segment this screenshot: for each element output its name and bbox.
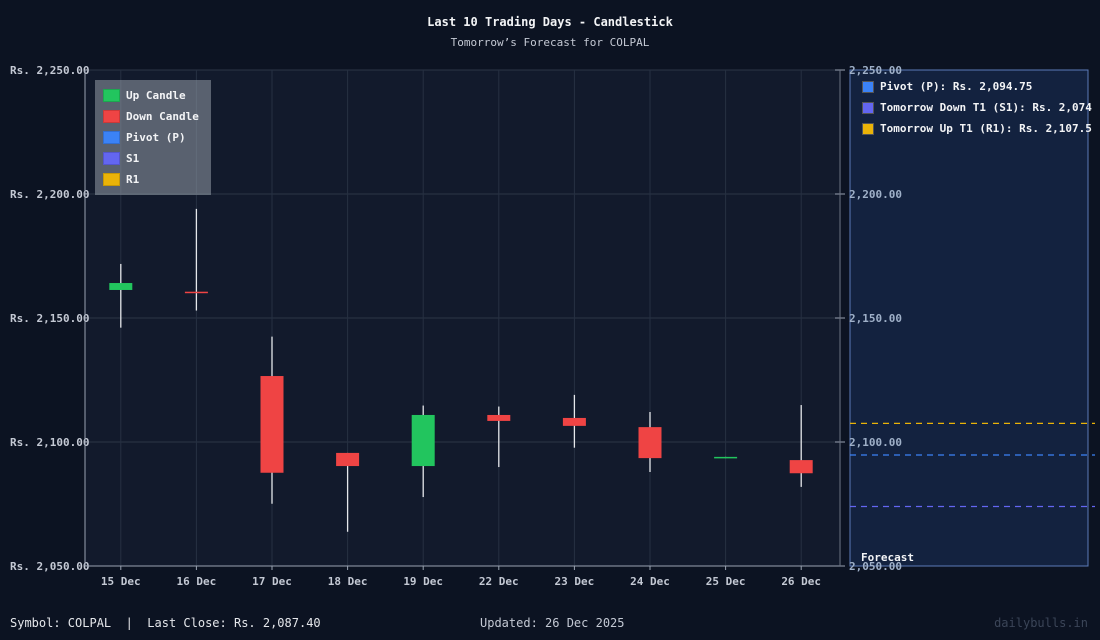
chart-legend: Up Candle Down Candle Pivot (P) S1 R1 [95, 80, 211, 195]
legend-label: Up Candle [126, 88, 186, 102]
legend-label: R1 [126, 172, 140, 186]
legend-label: Down Candle [126, 109, 199, 123]
r1-swatch-icon [862, 122, 874, 135]
x-tick-label: 15 Dec [101, 575, 141, 588]
up-candle-body [411, 414, 435, 467]
x-tick-label: 16 Dec [177, 575, 217, 588]
chart-subtitle: Tomorrow’s Forecast for COLPAL [450, 36, 650, 49]
x-tick-label: 25 Dec [706, 575, 746, 588]
x-tick-label: 24 Dec [630, 575, 670, 588]
x-tick-label: 23 Dec [555, 575, 595, 588]
down-candle-body [487, 414, 511, 421]
y-tick-label-left: Rs. 2,100.00 [10, 436, 89, 449]
forecast-legend: Pivot (P): Rs. 2,094.75 Tomorrow Down T1… [862, 80, 1100, 150]
down-candle-body [789, 460, 813, 474]
legend-item-up: Up Candle [103, 88, 186, 102]
footer-updated: Updated: 26 Dec 2025 [480, 616, 625, 630]
forecast-pivot-label: Pivot (P): Rs. 2,094.75 [880, 80, 1033, 93]
up-candle-body [714, 456, 738, 459]
legend-label: Pivot (P) [126, 130, 186, 144]
x-tick-label: 19 Dec [403, 575, 443, 588]
forecast-panel-label: Forecast [861, 551, 914, 564]
r1-swatch-icon [103, 172, 120, 186]
pivot-swatch-icon [862, 80, 874, 93]
x-tick-label: 18 Dec [328, 575, 368, 588]
y-tick-label-right: 2,100.00 [849, 436, 902, 449]
up-candle-swatch-icon [103, 88, 120, 102]
down-candle-body [336, 452, 360, 467]
footer-watermark: dailybulls.in [994, 616, 1088, 630]
legend-item-r1: R1 [103, 172, 139, 186]
forecast-s1-label: Tomorrow Down T1 (S1): Rs. 2,074 [880, 101, 1092, 114]
y-tick-label-right: 2,150.00 [849, 312, 902, 325]
s1-swatch-icon [103, 151, 120, 165]
forecast-pivot-item: Pivot (P): Rs. 2,094.75 [862, 80, 1032, 93]
s1-swatch-icon [862, 101, 874, 114]
chart-title: Last 10 Trading Days - Candlestick [427, 15, 673, 29]
pivot-swatch-icon [103, 130, 120, 144]
down-candle-body [562, 417, 586, 426]
y-tick-label-left: Rs. 2,250.00 [10, 64, 89, 77]
down-candle-body [638, 427, 662, 459]
x-tick-label: 26 Dec [781, 575, 821, 588]
legend-item-down: Down Candle [103, 109, 199, 123]
x-tick-label: 22 Dec [479, 575, 519, 588]
up-candle-body [109, 283, 133, 290]
down-candle-body [184, 291, 208, 294]
y-tick-label-left: Rs. 2,200.00 [10, 188, 89, 201]
y-tick-label-right: 2,200.00 [849, 188, 902, 201]
legend-item-pivot: Pivot (P) [103, 130, 186, 144]
footer-symbol-close: Symbol: COLPAL | Last Close: Rs. 2,087.4… [10, 616, 321, 630]
y-tick-label-right: 2,050.00 [849, 560, 902, 573]
legend-label: S1 [126, 151, 140, 165]
y-tick-label-left: Rs. 2,150.00 [10, 312, 89, 325]
y-tick-label-right: 2,250.00 [849, 64, 902, 77]
forecast-r1-label: Tomorrow Up T1 (R1): Rs. 2,107.5 [880, 122, 1092, 135]
y-tick-label-left: Rs. 2,050.00 [10, 560, 89, 573]
legend-item-s1: S1 [103, 151, 139, 165]
x-tick-label: 17 Dec [252, 575, 292, 588]
down-candle-body [260, 376, 284, 473]
forecast-r1-item: Tomorrow Up T1 (R1): Rs. 2,107.5 [862, 122, 1092, 135]
down-candle-swatch-icon [103, 109, 120, 123]
forecast-s1-item: Tomorrow Down T1 (S1): Rs. 2,074 [862, 101, 1092, 114]
forecast-panel [849, 69, 1089, 567]
